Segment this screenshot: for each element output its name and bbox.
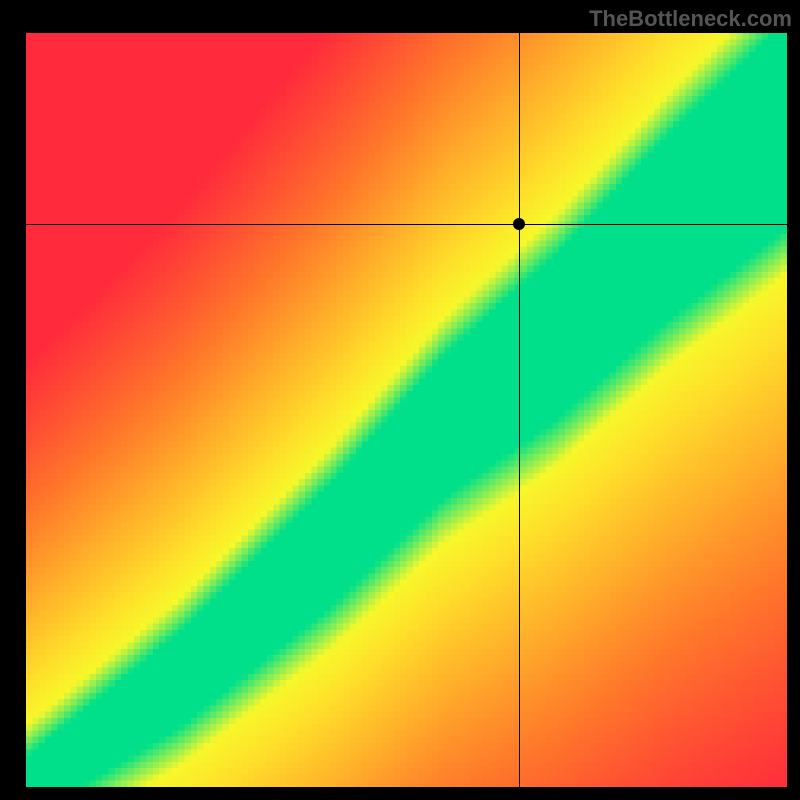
crosshair-vertical	[519, 33, 520, 787]
bottleneck-heatmap	[26, 33, 787, 787]
watermark-text: TheBottleneck.com	[589, 6, 792, 32]
crosshair-horizontal	[26, 224, 787, 225]
intersection-marker	[513, 218, 525, 230]
chart-container: TheBottleneck.com	[0, 0, 800, 800]
